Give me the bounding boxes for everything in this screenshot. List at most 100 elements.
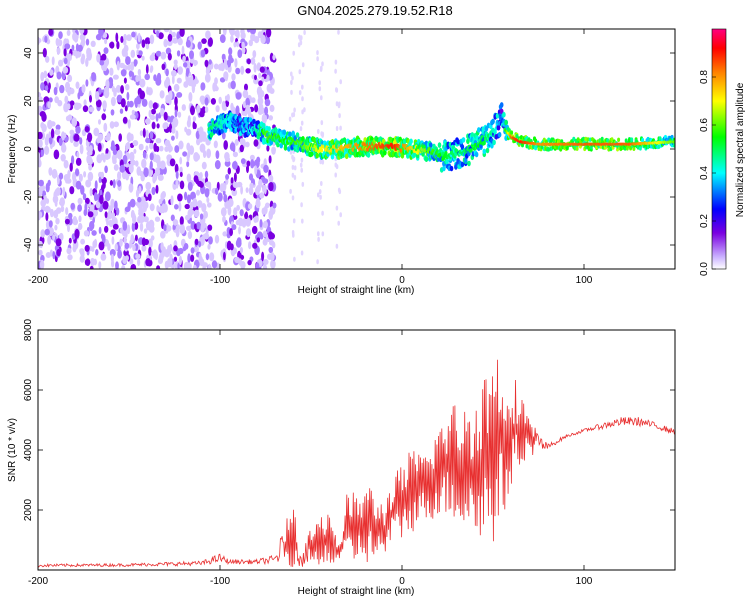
noise-blob — [135, 75, 140, 83]
noise-blob — [162, 247, 166, 258]
noise-blob — [88, 157, 93, 166]
noise-blob — [128, 133, 134, 141]
noise-blob — [95, 249, 99, 256]
noise-blob — [244, 212, 249, 219]
noise-blob — [335, 126, 339, 131]
noise-blob — [95, 91, 100, 101]
noise-blob — [51, 168, 58, 179]
noise-blob — [71, 44, 75, 51]
noise-blob — [126, 91, 130, 101]
noise-blob — [250, 57, 256, 65]
noise-blob — [69, 87, 75, 95]
y-tick-label: -20 — [23, 189, 34, 204]
noise-blob — [236, 204, 241, 211]
noise-blob — [116, 94, 123, 103]
snr-panel: -200 -100 0 100 2000 4000 6000 8000 Height of … — [7, 318, 676, 597]
noise-blob — [158, 253, 164, 264]
noise-blob — [261, 207, 266, 215]
noise-blob — [119, 108, 124, 114]
noise-blob — [190, 105, 195, 116]
noise-blob — [139, 222, 144, 232]
noise-blob — [179, 216, 184, 226]
noise-blob — [229, 142, 236, 152]
noise-blob — [303, 107, 306, 113]
noise-blob — [131, 109, 135, 115]
ridge-halo — [309, 151, 314, 157]
ridge-halo — [279, 142, 284, 149]
noise-blob — [76, 151, 80, 158]
noise-blob — [148, 194, 152, 201]
noise-blob — [55, 217, 60, 225]
noise-blob — [118, 133, 122, 142]
noise-blob — [59, 197, 65, 207]
noise-blob — [75, 125, 81, 134]
noise-blob — [204, 170, 209, 179]
noise-blob — [265, 29, 272, 38]
noise-blob — [85, 197, 90, 205]
noise-blob — [179, 171, 183, 178]
noise-blob — [167, 52, 172, 61]
noise-blob — [269, 52, 274, 62]
noise-blob — [110, 96, 116, 107]
ridge-halo — [630, 137, 634, 142]
noise-blob — [253, 139, 259, 147]
noise-blob — [199, 172, 203, 180]
noise-blob — [259, 66, 265, 73]
noise-blob — [125, 56, 131, 66]
noise-blob — [259, 219, 263, 228]
snr-series — [38, 359, 675, 568]
noise-blob — [335, 87, 339, 93]
noise-blob — [145, 137, 151, 144]
noise-blob — [38, 249, 43, 256]
x-tick-label: 0 — [399, 576, 405, 587]
noise-blob — [109, 249, 116, 257]
ridge-halo — [600, 136, 604, 142]
noise-blob — [192, 198, 198, 208]
noise-blob — [172, 37, 179, 44]
x-tick-label: 100 — [576, 576, 593, 587]
ridge-halo — [496, 124, 501, 131]
noise-blob — [291, 172, 295, 178]
noise-blob — [148, 100, 153, 109]
ridge-halo — [366, 152, 371, 158]
noise-blob — [145, 129, 149, 140]
ridge-halo — [491, 118, 495, 125]
noise-blob — [58, 59, 64, 67]
noise-blob — [156, 30, 160, 38]
ridge-halo — [510, 130, 514, 135]
ridge-halo — [482, 148, 487, 155]
noise-blob — [124, 228, 128, 238]
noise-blob — [101, 113, 107, 121]
noise-blob — [231, 189, 238, 197]
noise-blob — [69, 100, 75, 106]
ridge-halo — [460, 161, 465, 168]
noise-blob — [268, 115, 274, 121]
noise-blob — [196, 189, 200, 196]
noise-blob — [39, 259, 45, 269]
noise-blob — [177, 66, 183, 75]
noise-blob — [148, 246, 152, 256]
noise-blob — [272, 54, 276, 61]
noise-blob — [165, 76, 170, 85]
noise-blob — [261, 56, 265, 63]
noise-blob — [211, 260, 218, 269]
noise-blob — [73, 141, 79, 147]
noise-blob — [232, 181, 239, 189]
ridge-halo — [412, 152, 417, 158]
noise-blob — [127, 119, 131, 129]
noise-blob — [75, 49, 79, 59]
noise-blob — [101, 53, 107, 61]
noise-blob — [178, 140, 184, 150]
noise-blob — [83, 230, 90, 237]
noise-blob — [112, 149, 118, 155]
noise-blob — [212, 83, 218, 91]
noise-blob — [268, 246, 274, 254]
y-tick-label: 20 — [23, 95, 34, 107]
noise-blob — [232, 161, 238, 170]
noise-blob — [199, 132, 205, 141]
noise-blob — [187, 230, 193, 240]
noise-blob — [334, 59, 338, 65]
noise-blob — [247, 203, 253, 210]
noise-blob — [67, 74, 73, 83]
noise-blob — [235, 41, 240, 48]
